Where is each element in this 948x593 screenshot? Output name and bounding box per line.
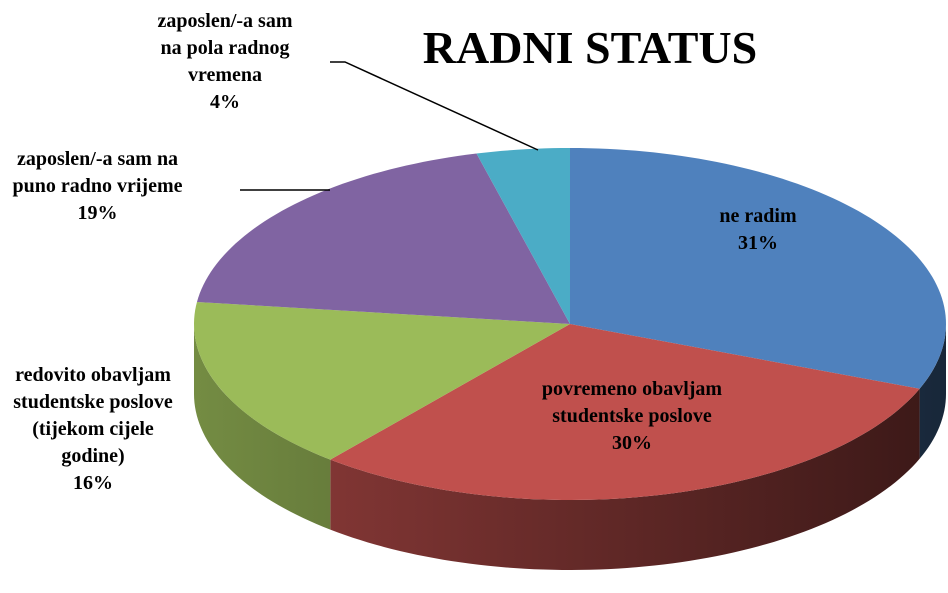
slice xyxy=(196,153,570,324)
category-name: zaposlen/-a sam na pola radnog vremena xyxy=(157,10,293,86)
slice-side xyxy=(330,388,920,570)
slice xyxy=(476,148,570,324)
slice-label: zaposlen/-a sam na puno radno vrijeme 19% xyxy=(5,146,190,227)
leader-line xyxy=(330,61,539,151)
slice-label: povremeno obavljam studentske poslove 30% xyxy=(512,376,752,457)
percent-label: 19% xyxy=(77,202,118,224)
slice-side xyxy=(919,324,946,459)
slice-label: redovito obavljam studentske poslove (ti… xyxy=(8,362,178,497)
percent-label: 16% xyxy=(73,472,113,494)
percent-label: 30% xyxy=(612,432,652,454)
slice-label: ne radim 31% xyxy=(668,203,848,257)
slice-side xyxy=(194,324,331,530)
percent-label: 31% xyxy=(738,232,778,254)
chart-title: RADNI STATUS xyxy=(422,22,758,73)
slice xyxy=(570,148,946,389)
slice-label: zaposlen/-a sam na pola radnog vremena 4% xyxy=(155,8,295,116)
percent-label: 4% xyxy=(210,91,240,113)
slice xyxy=(194,301,570,460)
category-name: povremeno obavljam studentske poslove xyxy=(541,378,723,427)
category-name: zaposlen/-a sam na puno radno vrijeme xyxy=(12,148,183,197)
slice xyxy=(330,324,920,500)
category-name: ne radim xyxy=(719,205,797,227)
category-name: redovito obavljam studentske poslove (ti… xyxy=(13,364,173,467)
